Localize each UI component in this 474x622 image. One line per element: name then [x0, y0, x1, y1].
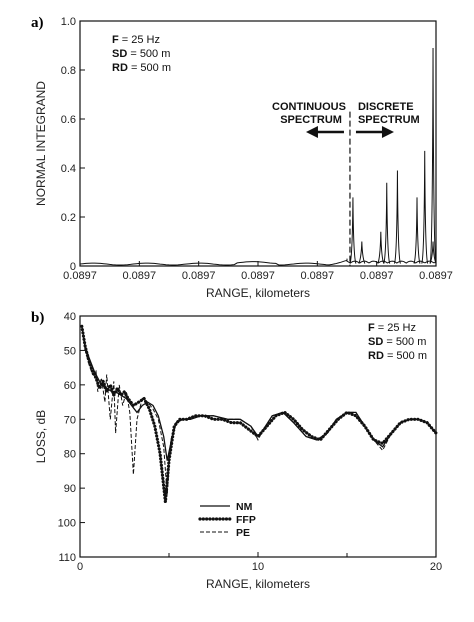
series-line-pe [81, 326, 437, 496]
y-tick-label-a: 0.6 [61, 114, 76, 126]
annot-continuous-1: CONTINUOUS [272, 101, 346, 113]
arrow-left-head [305, 126, 318, 138]
arrow-right-head [381, 126, 394, 138]
panel-a: a) 0 0.2 0.4 0.6 0.8 1.0 0.0897 0.0897 0.0897 0.08… [31, 15, 453, 300]
x-tick-label-b: 0 [77, 561, 83, 573]
x-axis-title-a: RANGE, kilometers [206, 286, 310, 300]
x-axis-title-b: RANGE, kilometers [206, 577, 310, 591]
legend-label-pe: PE [236, 527, 250, 539]
x-tick-label-b: 20 [430, 561, 442, 573]
param-a-0: F = 25 Hz [112, 34, 160, 46]
spectrum-peak-2 [377, 231, 385, 264]
param-a-2: RD = 500 m [112, 62, 171, 74]
spectrum-peak-6 [421, 150, 429, 264]
x-tick-label-a: 0.0897 [241, 270, 275, 282]
y-tick-label-a: 0.8 [61, 65, 76, 77]
y-tick-label-b: 70 [64, 414, 76, 426]
annot-continuous-2: SPECTRUM [280, 114, 342, 126]
y-tick-label-a: 1.0 [61, 16, 76, 28]
y-tick-label-b: 50 [64, 345, 76, 357]
discrete-baseline-curve [346, 258, 437, 264]
panel-label-a: a) [31, 15, 44, 31]
param-b-1: SD = 500 m [368, 336, 426, 348]
spectrum-peak-0 [349, 197, 357, 264]
y-tick-label-b: 60 [64, 380, 76, 392]
x-tick-label-a: 0.0897 [419, 270, 453, 282]
legend-label-ffp: FFP [236, 514, 256, 526]
y-tick-label-b: 40 [64, 311, 76, 323]
legend-label-nm: NM [236, 501, 253, 513]
spectrum-peak-4 [393, 170, 401, 264]
spectrum-peak-3 [383, 182, 391, 264]
annot-discrete-1: DISCRETE [358, 101, 414, 113]
spectrum-peak-8 [429, 241, 437, 264]
x-tick-label-a: 0.0897 [301, 270, 335, 282]
continuous-spectrum-curve [79, 259, 348, 266]
x-tick-label-a: 0.0897 [123, 270, 157, 282]
x-tick-label-a: 0.0897 [360, 270, 394, 282]
x-tick-label-a: 0.0897 [63, 270, 97, 282]
y-tick-label-a: 0.4 [61, 163, 76, 175]
panel-label-b: b) [31, 310, 44, 326]
y-tick-label-a: 0 [70, 261, 76, 273]
x-tick-label-a: 0.0897 [182, 270, 216, 282]
param-a-1: SD = 500 m [112, 48, 170, 60]
spectrum-peak-1 [358, 241, 366, 264]
y-tick-label-b: 110 [58, 552, 76, 564]
param-b-0: F = 25 Hz [368, 322, 416, 334]
param-b-2: RD = 500 m [368, 350, 427, 362]
spectrum-peak-7 [429, 47, 437, 264]
y-tick-label-b: 80 [64, 449, 76, 461]
y-axis-title-b: LOSS, dB [34, 410, 48, 463]
y-tick-label-b: 100 [58, 518, 76, 530]
annot-discrete-2: SPECTRUM [358, 114, 420, 126]
y-tick-label-b: 90 [64, 483, 76, 495]
y-axis-title-a: NORMAL INTEGRAND [34, 81, 48, 206]
spectrum-peak-5 [413, 197, 421, 264]
y-tick-label-a: 0.2 [61, 212, 76, 224]
x-tick-label-b: 10 [252, 561, 264, 573]
